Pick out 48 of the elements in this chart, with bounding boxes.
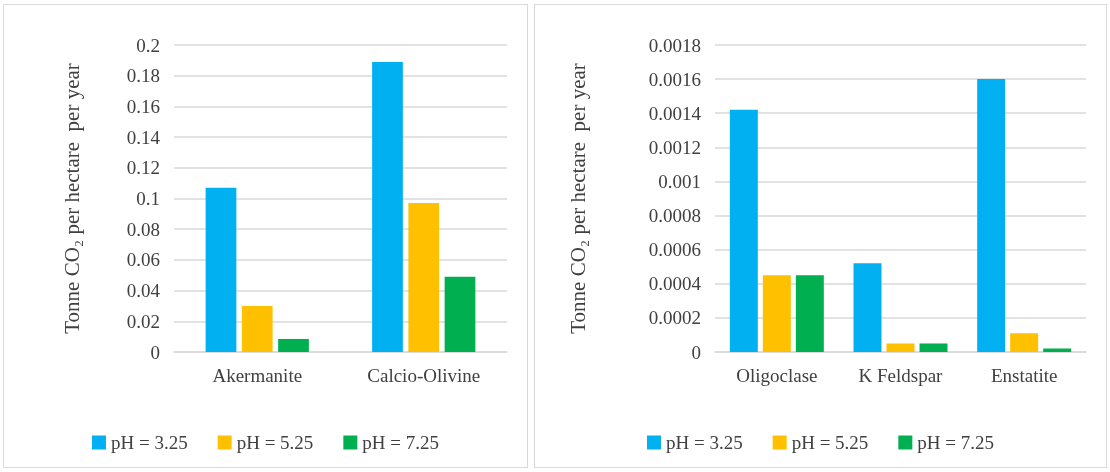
y-tick-label: 0.18 [126,65,160,87]
legend-label: pH = 3.25 [110,432,188,453]
x-tick-label: Calcio-Olivine [367,365,481,386]
legend-label: pH = 7.25 [917,432,995,453]
bar [886,343,915,352]
bar [795,275,824,352]
x-tick-label: K Feldspar [858,365,944,386]
legend-label: pH = 3.25 [665,432,743,453]
bar [853,263,882,352]
y-tick-label: 0 [150,341,160,363]
y-tick-label: 0.12 [126,157,160,179]
bar [278,338,309,352]
y-tick-label: 0.0004 [648,273,702,295]
bar [977,79,1006,352]
x-tick-label: Oligoclase [736,365,818,386]
y-tick-label: 0.0006 [648,239,701,261]
y-tick-label: 0.0012 [648,136,701,158]
y-tick-label: 0.0018 [648,34,701,56]
y-tick-label: 0.08 [126,218,160,240]
y-tick-label: 0.001 [658,170,701,192]
bar [762,275,791,352]
bar [444,276,476,352]
y-tick-label: 0.2 [136,34,160,56]
y-tick-label: 0.02 [126,310,160,332]
bar [205,187,237,352]
y-tick-label: 0.0016 [648,68,701,90]
y-tick-label: 0.16 [126,95,160,117]
y-tick-label: 0.04 [126,280,161,302]
y-tick-label: 0.06 [126,249,160,271]
x-tick-label: Enstatite [990,365,1058,386]
legend-label: pH = 7.25 [362,432,440,453]
bar [729,109,758,352]
legend-label: pH = 5.25 [791,432,869,453]
y-tick-label: 0.1 [136,188,160,209]
legend-label: pH = 5.25 [236,432,314,453]
y-tick-label: 0.0014 [648,102,702,124]
y-tick-label: 0.14 [126,126,161,148]
y-tick-label: 0.0002 [648,307,701,329]
bar [408,203,440,352]
y-axis-title: Tonne CO₂ per hectare per year [60,63,84,334]
y-tick-label: 0 [691,341,701,363]
bar [1010,333,1039,352]
y-axis-title: Tonne CO₂ per hectare per year [566,63,590,334]
bar [241,305,273,352]
x-tick-label: Akermanite [212,365,303,386]
bar [372,61,403,352]
bar [919,343,948,352]
y-tick-label: 0.0008 [648,205,701,227]
